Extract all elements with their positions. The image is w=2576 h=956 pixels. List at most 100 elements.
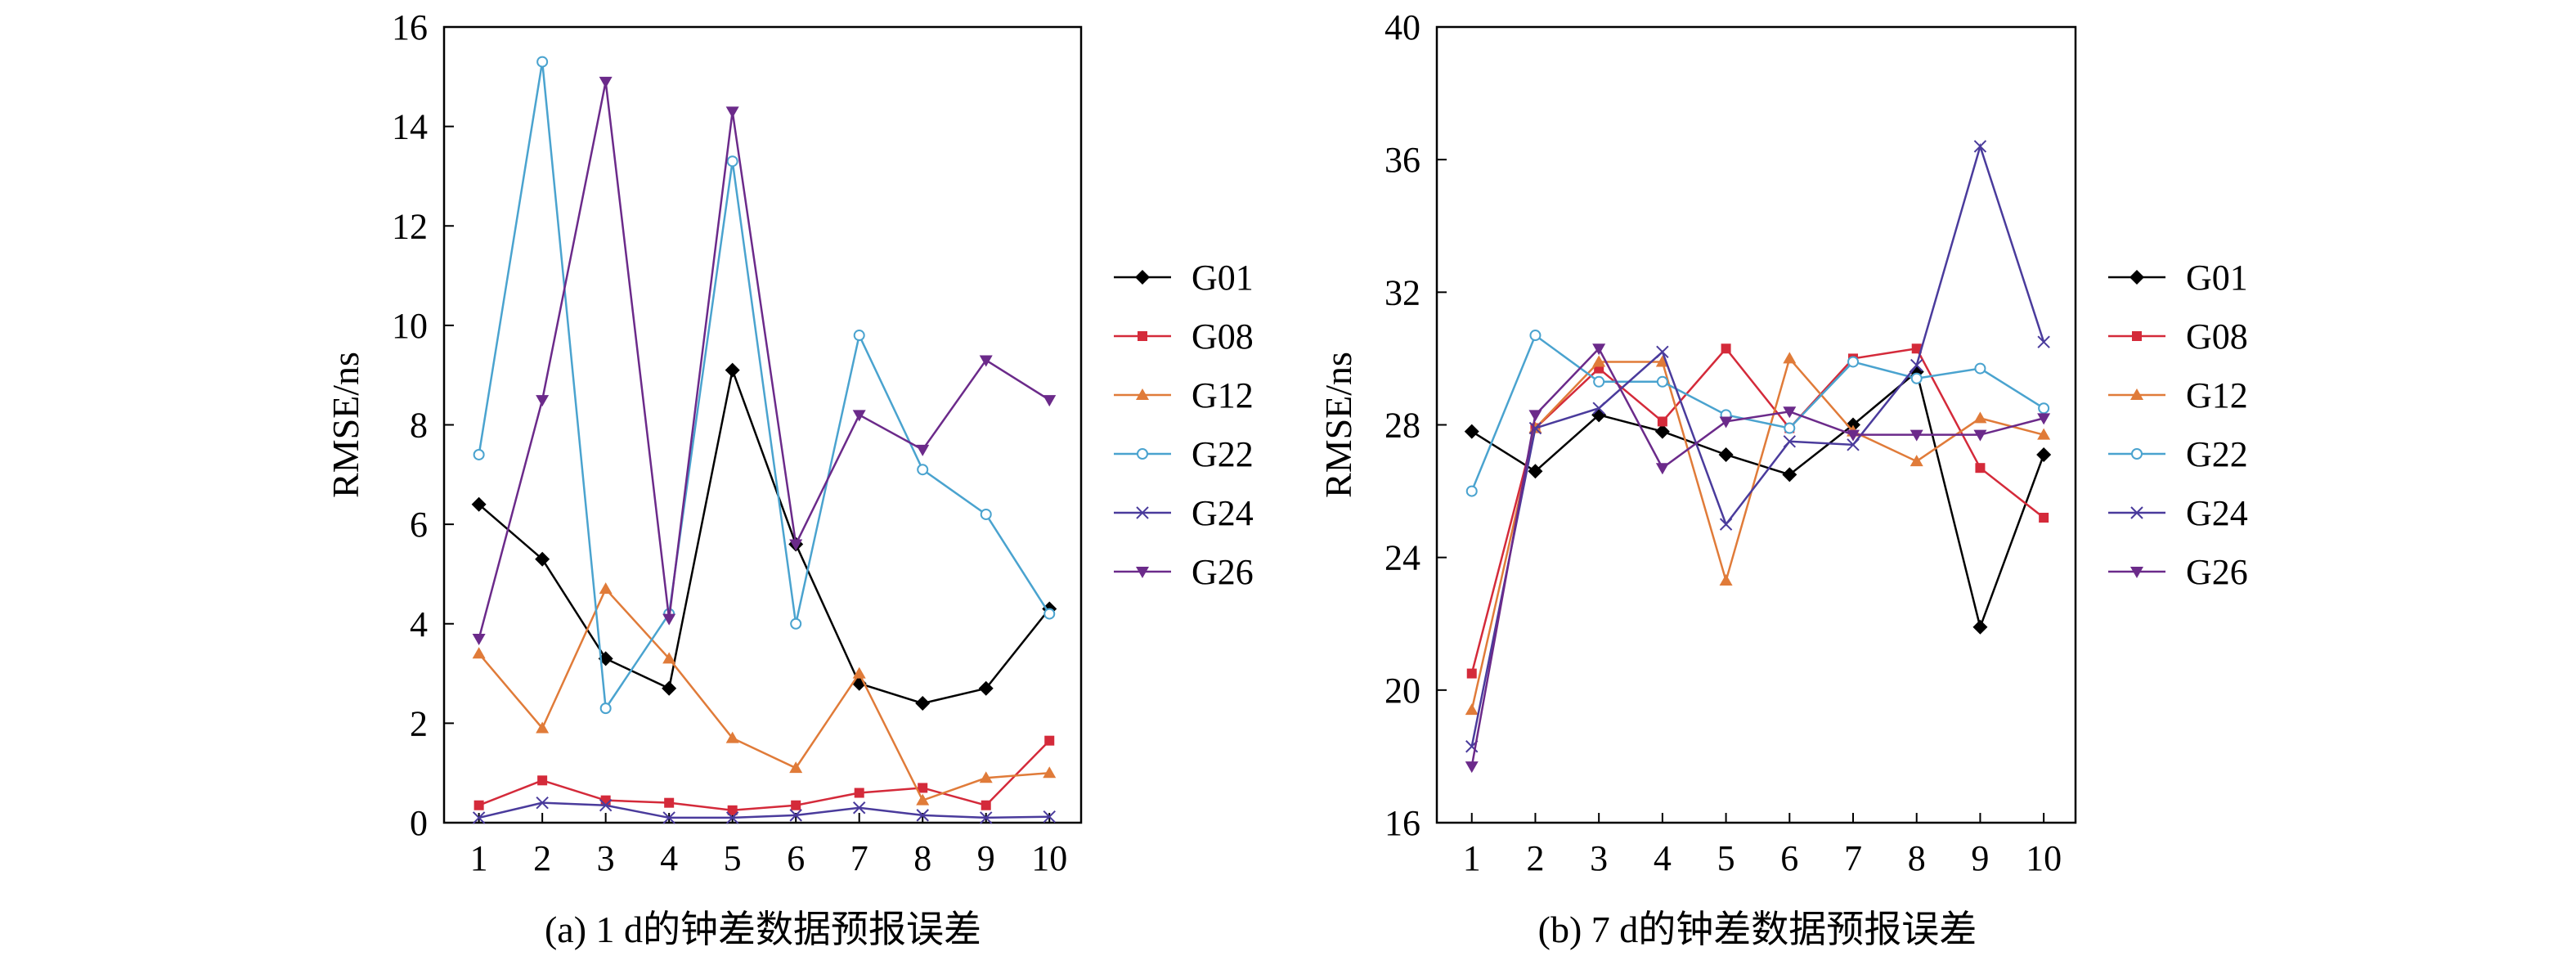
data-point: [727, 805, 738, 815]
legend-marker: [2131, 448, 2143, 460]
x-tick-label: 9: [1971, 838, 1989, 878]
plot-frame: [442, 25, 1083, 824]
x-tick-label: 5: [1717, 838, 1735, 878]
x-tick-label: 10: [1031, 838, 1067, 878]
legend-marker: [1137, 448, 1148, 460]
data-point: [1719, 518, 1733, 531]
legend-entry: G26: [1114, 552, 1254, 592]
series-line: [478, 61, 1051, 711]
y-tick-label: 6: [410, 505, 428, 545]
data-point: [725, 362, 740, 378]
series-line: [478, 739, 1051, 812]
y-tick-label: 14: [392, 107, 428, 147]
data-point: [662, 811, 675, 824]
series-line: [478, 586, 1050, 802]
data-point: [1972, 619, 1988, 635]
series-G26: [472, 76, 1057, 645]
data-point: [1783, 406, 1797, 419]
legend-label: G26: [2186, 552, 2248, 592]
data-point: [917, 464, 929, 476]
data-point: [1911, 343, 1922, 354]
data-point: [1719, 574, 1733, 586]
y-tick-label: 0: [410, 803, 428, 843]
data-point: [789, 539, 803, 551]
data-point: [915, 696, 931, 711]
data-point: [916, 444, 930, 456]
series-G24: [472, 796, 1056, 824]
data-point: [1847, 429, 1860, 442]
data-point: [1528, 464, 1543, 479]
data-point: [1783, 352, 1797, 364]
data-point: [472, 811, 486, 824]
data-point: [852, 410, 866, 422]
data-point: [1043, 395, 1057, 407]
panel-caption: (b) 7 d的钟差数据预报误差: [1538, 909, 1977, 950]
data-point: [1528, 410, 1542, 422]
data-point: [725, 106, 739, 119]
data-point: [1974, 362, 1986, 375]
data-point: [726, 155, 738, 168]
data-point: [2037, 413, 2051, 425]
data-point: [600, 795, 611, 806]
legend-marker: [2130, 388, 2143, 400]
x-tick-label: 6: [1780, 838, 1798, 878]
data-point: [980, 508, 992, 520]
data-point: [1782, 467, 1797, 482]
legend-entry: G12: [1114, 375, 1254, 415]
data-point: [1973, 140, 1987, 153]
legend-label: G01: [1192, 258, 1254, 298]
series-G22: [1465, 330, 2050, 497]
x-tick-label: 8: [913, 838, 931, 878]
x-tick-label: 4: [1654, 838, 1672, 878]
data-point: [535, 551, 550, 567]
legend-label: G22: [1192, 434, 1254, 474]
legend-marker: [1136, 388, 1149, 400]
data-point: [536, 721, 550, 734]
data-point: [979, 771, 993, 783]
x-tick-label: 4: [660, 838, 678, 878]
series-G08: [473, 735, 1055, 815]
panel-caption: (a) 1 d的钟差数据预报误差: [545, 909, 981, 950]
x-tick-label: 1: [470, 838, 488, 878]
y-tick-label: 32: [1384, 272, 1420, 312]
data-point: [537, 775, 548, 786]
series-line: [1470, 334, 2044, 492]
data-point: [471, 496, 487, 512]
x-tick-label: 10: [2026, 838, 2062, 878]
data-point: [1973, 429, 1987, 442]
data-point: [599, 76, 613, 88]
data-point: [2036, 447, 2052, 462]
legend-label: G24: [2186, 493, 2248, 533]
data-point: [1910, 455, 1923, 467]
legend-entry: G24: [1114, 493, 1254, 533]
data-point: [852, 801, 866, 815]
x-tick-label: 3: [597, 838, 615, 878]
legend-label: G26: [1192, 552, 1254, 592]
data-point: [1655, 355, 1669, 367]
data-point: [2038, 402, 2050, 415]
data-point: [2039, 513, 2049, 523]
y-axis-label: RMSE/ns: [325, 352, 366, 498]
legend-entry: G01: [1114, 258, 1254, 298]
data-point: [1973, 411, 1987, 424]
data-point: [662, 652, 676, 664]
series-line: [478, 81, 1050, 640]
series-line: [478, 801, 1050, 819]
data-point: [789, 761, 803, 774]
y-tick-label: 2: [410, 703, 428, 743]
chart-panel-b: 16 20 24 28 32 36 40 1 2 3 4 5 6 7 8 9 10 RMSE/ns (b) 7 d的…: [1317, 7, 2248, 950]
data-point: [1593, 375, 1605, 388]
y-tick-label: 8: [410, 406, 428, 446]
y-tick-label: 24: [1384, 538, 1420, 578]
data-point: [1657, 416, 1667, 427]
series-line: [478, 366, 1051, 705]
data-point: [1656, 345, 1669, 359]
data-point: [980, 811, 993, 824]
series-G22: [473, 56, 1056, 715]
series-G01: [471, 362, 1057, 711]
data-point: [664, 797, 675, 808]
data-point: [1654, 424, 1670, 439]
data-point: [1465, 485, 1478, 497]
series-line: [1470, 142, 2045, 747]
